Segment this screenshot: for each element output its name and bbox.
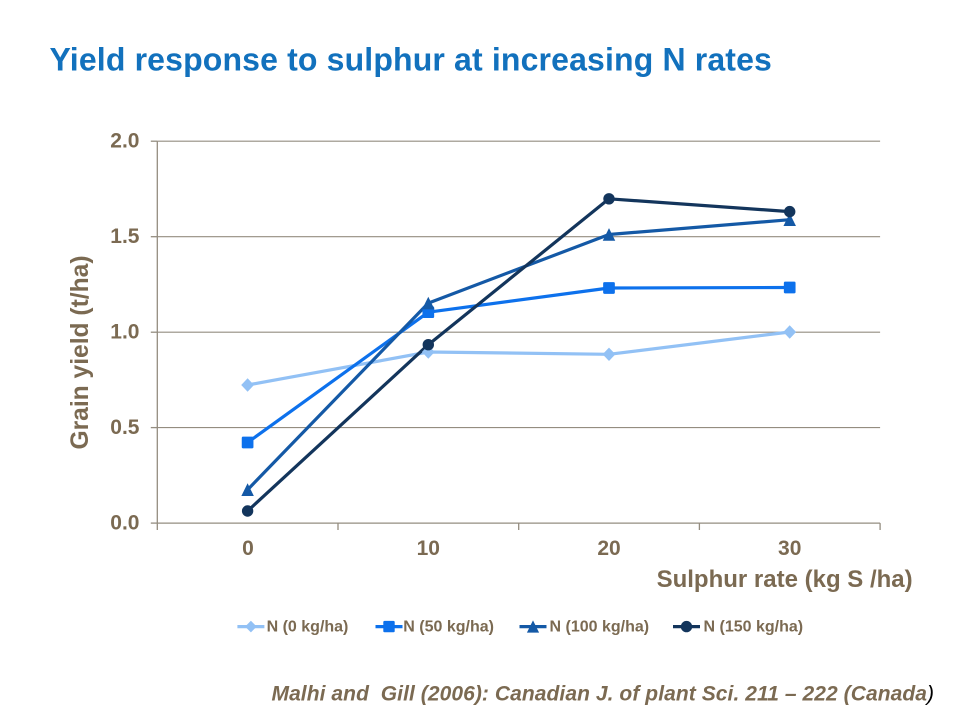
svg-text:0: 0 — [242, 537, 254, 560]
svg-text:Malhi and Gill (2006): Canadi: Malhi and Gill (2006): Canadian J. of pl… — [272, 683, 935, 706]
svg-text:Grain yield (t/ha): Grain yield (t/ha) — [67, 255, 94, 449]
svg-text:30: 30 — [778, 537, 801, 560]
svg-text:0.5: 0.5 — [110, 416, 140, 439]
svg-text:1.0: 1.0 — [110, 321, 139, 344]
svg-text:1.5: 1.5 — [110, 225, 140, 248]
svg-text:2.0: 2.0 — [110, 130, 139, 153]
svg-text:Sulphur rate (kg S /ha): Sulphur rate (kg S /ha) — [657, 566, 913, 593]
svg-text:N (50 kg/ha): N (50 kg/ha) — [403, 619, 494, 636]
svg-text:10: 10 — [417, 537, 440, 560]
svg-text:N (150 kg/ha): N (150 kg/ha) — [704, 619, 804, 636]
svg-text:N (0 kg/ha): N (0 kg/ha) — [267, 619, 349, 636]
svg-text:20: 20 — [597, 537, 620, 560]
svg-text:0.0: 0.0 — [110, 512, 139, 535]
svg-text:Yield response to sulphur at i: Yield response to sulphur at increasing … — [50, 42, 773, 78]
svg-text:N (100 kg/ha): N (100 kg/ha) — [550, 619, 650, 636]
